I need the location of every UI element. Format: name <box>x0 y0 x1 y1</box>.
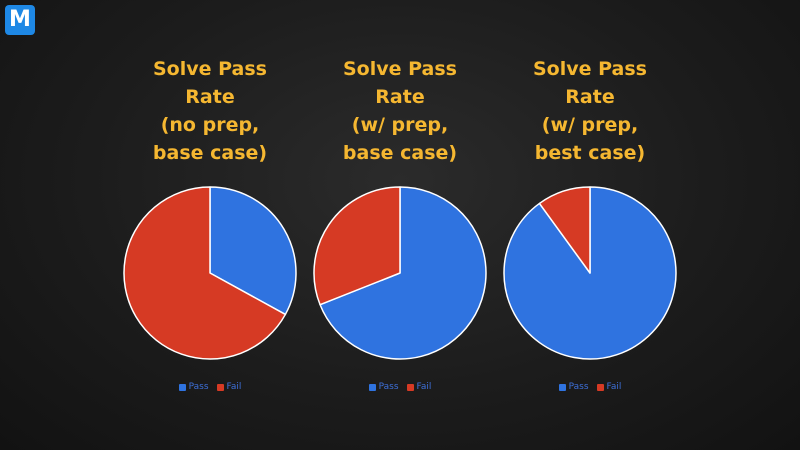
fail-swatch <box>596 383 604 391</box>
pie <box>313 186 487 360</box>
chart-title-line: (w/ prep, <box>351 114 449 136</box>
legend-label-fail: Fail <box>226 382 242 392</box>
pie-chart-prep-base: Solve Pass Rate (w/ prep, base case) Pas… <box>305 55 495 395</box>
chart-title-line: Solve Pass <box>153 58 267 80</box>
legend: Pass Fail <box>305 382 495 392</box>
pie <box>123 186 297 360</box>
legend-label-pass: Pass <box>188 382 209 392</box>
chart-title-line: Rate <box>565 86 615 108</box>
legend-label-pass: Pass <box>568 382 589 392</box>
pass-swatch <box>368 383 376 391</box>
chart-title-line: Solve Pass <box>533 58 647 80</box>
legend: Pass Fail <box>115 382 305 392</box>
pass-swatch <box>558 383 566 391</box>
legend-label-fail: Fail <box>606 382 622 392</box>
logo: M <box>5 5 35 35</box>
chart-title-line: Rate <box>375 86 425 108</box>
chart-title-line: (no prep, <box>160 114 260 136</box>
logo-letter: M <box>9 7 31 32</box>
legend-item-fail: Fail <box>596 382 622 392</box>
fail-swatch <box>406 383 414 391</box>
chart-title-line: Solve Pass <box>343 58 457 80</box>
chart-title-line: Rate <box>185 86 235 108</box>
chart-title: Solve Pass Rate (w/ prep, best case) <box>495 55 685 167</box>
pie-chart-prep-best: Solve Pass Rate (w/ prep, best case) Pas… <box>495 55 685 395</box>
pie-chart-no-prep-base: Solve Pass Rate (no prep, base case) Pas… <box>115 55 305 395</box>
legend: Pass Fail <box>495 382 685 392</box>
pass-swatch <box>178 383 186 391</box>
legend-label-pass: Pass <box>378 382 399 392</box>
chart-title-line: base case) <box>152 142 268 164</box>
legend-item-pass: Pass <box>178 382 209 392</box>
pie-slice-pass <box>209 186 297 316</box>
chart-title: Solve Pass Rate (no prep, base case) <box>115 55 305 167</box>
chart-title-line: base case) <box>342 142 458 164</box>
pie-slice-fail <box>313 186 401 306</box>
pie <box>503 186 677 360</box>
chart-title-line: best case) <box>534 142 646 164</box>
pie-slice-fail <box>538 186 591 274</box>
chart-title: Solve Pass Rate (w/ prep, base case) <box>305 55 495 167</box>
legend-label-fail: Fail <box>416 382 432 392</box>
chart-title-line: (w/ prep, <box>541 114 639 136</box>
legend-item-fail: Fail <box>406 382 432 392</box>
pie-slice-pass <box>319 186 487 360</box>
pie-slice-fail <box>123 186 287 360</box>
fail-swatch <box>216 383 224 391</box>
legend-item-pass: Pass <box>558 382 589 392</box>
legend-item-pass: Pass <box>368 382 399 392</box>
legend-item-fail: Fail <box>216 382 242 392</box>
